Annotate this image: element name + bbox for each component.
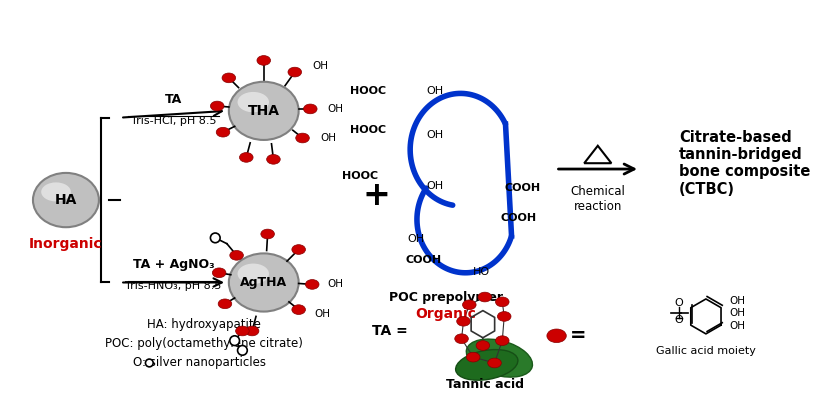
Text: Chemical
reaction: Chemical reaction bbox=[570, 185, 625, 213]
Ellipse shape bbox=[238, 345, 247, 355]
Text: POC prepolymer: POC prepolymer bbox=[389, 290, 503, 303]
Text: Organic: Organic bbox=[416, 307, 477, 322]
Ellipse shape bbox=[467, 352, 480, 362]
Text: Citrate-based
tannin-bridged
bone composite
(CTBC): Citrate-based tannin-bridged bone compos… bbox=[679, 130, 810, 197]
Ellipse shape bbox=[455, 334, 468, 343]
Ellipse shape bbox=[466, 339, 533, 377]
Text: HOOC: HOOC bbox=[350, 125, 386, 135]
Text: OH: OH bbox=[427, 181, 443, 191]
Ellipse shape bbox=[210, 101, 224, 111]
Text: +: + bbox=[362, 179, 390, 212]
Ellipse shape bbox=[41, 183, 71, 202]
Text: OH: OH bbox=[729, 321, 745, 331]
Text: Tannic acid: Tannic acid bbox=[446, 378, 524, 391]
Text: TA + AgNO₃: TA + AgNO₃ bbox=[133, 258, 215, 271]
Text: O: O bbox=[675, 298, 683, 308]
Ellipse shape bbox=[229, 82, 299, 140]
Text: O: O bbox=[675, 315, 683, 325]
Text: COOH: COOH bbox=[500, 213, 536, 223]
Text: Tris-HCl, pH 8.5: Tris-HCl, pH 8.5 bbox=[131, 116, 216, 126]
Text: O: silver nanoparticles: O: silver nanoparticles bbox=[134, 356, 266, 370]
Ellipse shape bbox=[238, 263, 269, 284]
Ellipse shape bbox=[257, 56, 271, 65]
Ellipse shape bbox=[261, 229, 275, 239]
Text: TA: TA bbox=[165, 93, 182, 106]
Ellipse shape bbox=[547, 329, 566, 343]
Text: OH: OH bbox=[314, 309, 330, 318]
Text: HA: HA bbox=[55, 193, 77, 207]
Text: OH: OH bbox=[312, 61, 328, 71]
Ellipse shape bbox=[288, 67, 301, 77]
Text: HA: hydroxyapatite: HA: hydroxyapatite bbox=[147, 318, 261, 331]
Ellipse shape bbox=[33, 173, 99, 227]
Ellipse shape bbox=[222, 73, 235, 83]
Ellipse shape bbox=[292, 245, 306, 255]
Ellipse shape bbox=[229, 253, 299, 311]
Ellipse shape bbox=[463, 300, 476, 309]
Ellipse shape bbox=[292, 305, 306, 314]
Text: POC: poly(octamethylene citrate): POC: poly(octamethylene citrate) bbox=[104, 337, 302, 350]
Text: Tris-HNO₃, pH 8.5: Tris-HNO₃, pH 8.5 bbox=[125, 280, 222, 290]
Text: THA: THA bbox=[248, 104, 280, 118]
Ellipse shape bbox=[238, 92, 269, 112]
Ellipse shape bbox=[218, 299, 232, 309]
Ellipse shape bbox=[235, 326, 249, 336]
Text: OH: OH bbox=[407, 234, 425, 244]
Text: OH: OH bbox=[729, 296, 745, 306]
Ellipse shape bbox=[230, 250, 243, 260]
Text: COOH: COOH bbox=[405, 255, 441, 265]
Ellipse shape bbox=[145, 359, 153, 367]
Text: OH: OH bbox=[427, 130, 443, 140]
Ellipse shape bbox=[296, 133, 309, 143]
Ellipse shape bbox=[245, 326, 259, 336]
Text: Inorganic: Inorganic bbox=[29, 237, 103, 251]
Text: OH: OH bbox=[328, 280, 344, 289]
Ellipse shape bbox=[210, 233, 220, 243]
Text: COOH: COOH bbox=[504, 183, 540, 194]
Text: OH: OH bbox=[328, 104, 344, 114]
Ellipse shape bbox=[303, 104, 317, 114]
Ellipse shape bbox=[457, 316, 470, 326]
Ellipse shape bbox=[456, 349, 518, 380]
Ellipse shape bbox=[306, 280, 319, 289]
Ellipse shape bbox=[476, 341, 489, 350]
Ellipse shape bbox=[212, 268, 226, 278]
Ellipse shape bbox=[488, 358, 501, 368]
Text: HOOC: HOOC bbox=[350, 86, 386, 97]
Text: TA =: TA = bbox=[372, 324, 407, 338]
Text: OH: OH bbox=[320, 133, 336, 143]
Ellipse shape bbox=[498, 311, 511, 321]
Text: =: = bbox=[569, 326, 586, 345]
Ellipse shape bbox=[216, 127, 230, 137]
Text: Gallic acid moiety: Gallic acid moiety bbox=[656, 346, 756, 356]
Ellipse shape bbox=[266, 154, 281, 164]
Text: OH: OH bbox=[427, 86, 443, 97]
Text: HO: HO bbox=[473, 267, 490, 277]
Ellipse shape bbox=[230, 336, 240, 345]
Text: AgTHA: AgTHA bbox=[240, 276, 287, 289]
Text: OH: OH bbox=[729, 307, 745, 318]
Ellipse shape bbox=[495, 297, 509, 307]
Ellipse shape bbox=[240, 153, 253, 162]
Text: HOOC: HOOC bbox=[342, 171, 378, 181]
Ellipse shape bbox=[495, 336, 509, 345]
Ellipse shape bbox=[478, 292, 492, 302]
